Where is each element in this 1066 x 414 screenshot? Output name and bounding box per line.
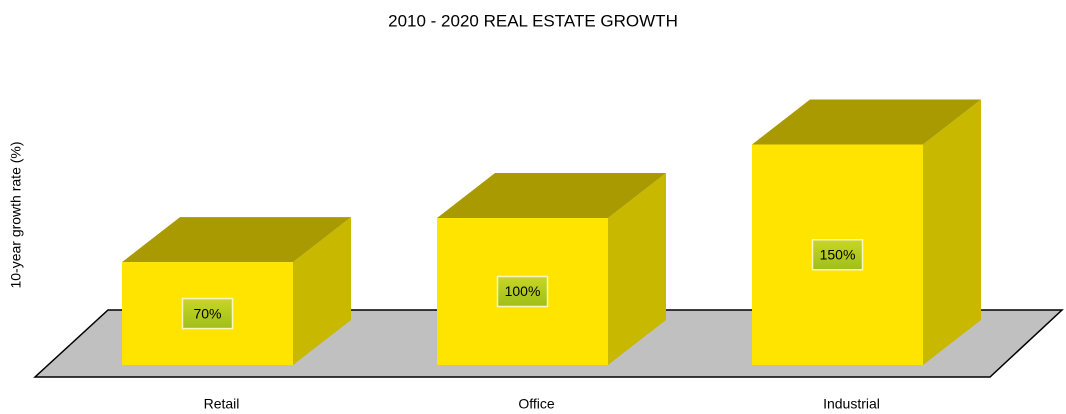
chart-title: 2010 - 2020 REAL ESTATE GROWTH [388,11,678,30]
x-tick-label: Retail [204,396,240,412]
bar-top [752,99,981,145]
bar [122,217,351,365]
bar-top [437,173,666,218]
x-tick-label: Office [518,396,555,412]
value-label-box [181,297,234,330]
bar [752,99,981,365]
y-axis-label: 10-year growth rate (%) [8,141,24,288]
x-tick-label: Industrial [823,396,880,412]
bar-side [923,99,981,365]
bar-side [608,173,666,365]
bar-top [122,217,351,263]
value-label-box [811,239,864,271]
value-label: 100% [505,283,541,299]
value-label: 70% [193,305,221,321]
value-label-box [496,275,549,308]
bar [437,173,666,365]
bar-side [293,217,351,365]
value-label: 150% [820,246,856,262]
